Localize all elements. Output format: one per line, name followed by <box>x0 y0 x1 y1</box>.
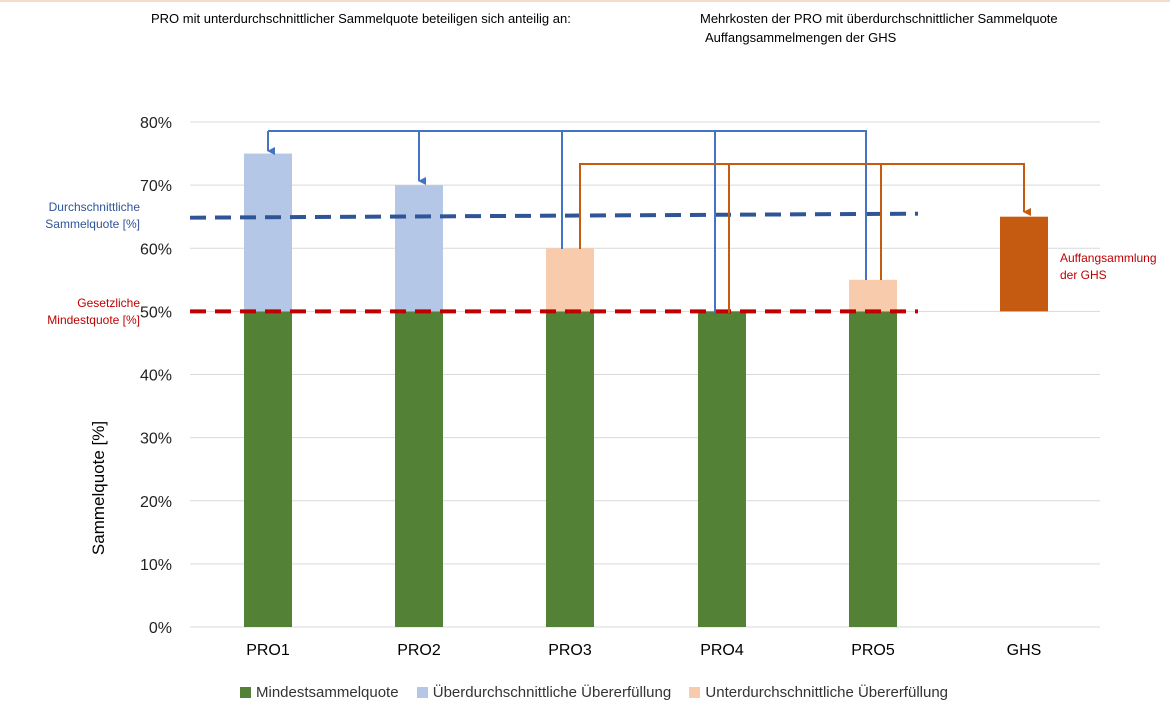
y-tick-label-40: 40% <box>140 368 172 385</box>
y-tick-label-60: 60% <box>140 241 172 258</box>
top-border <box>0 0 1170 2</box>
annotation-average-line1: Durchschnittliche <box>49 200 141 214</box>
legend-item-below: Unterdurchschnittliche Übererfüllung <box>689 684 948 701</box>
y-tick-label-30: 30% <box>140 431 172 448</box>
bar-ghs-ghs <box>1000 216 1048 312</box>
bar-pro1-min <box>244 311 292 627</box>
annotation-ghs-line1: Auffangsammlung <box>1060 251 1157 265</box>
header-left-text: PRO mit unterdurchschnittlicher Sammelqu… <box>151 11 571 26</box>
y-axis-label: Sammelquote [%] <box>89 421 108 555</box>
connector-blue-arrow-pro1 <box>268 130 562 151</box>
x-tick-label-pro1: PRO1 <box>246 642 290 659</box>
y-tick-label-10: 10% <box>140 557 172 574</box>
legend-swatch-below <box>689 687 701 698</box>
x-tick-label-pro5: PRO5 <box>851 642 895 659</box>
x-tick-label-pro4: PRO4 <box>700 642 744 659</box>
bar-pro5-min <box>849 311 897 627</box>
y-tick-label-50: 50% <box>140 304 172 321</box>
y-tick-label-0: 0% <box>149 620 172 637</box>
connector-orange-arrow-ghs <box>579 163 1031 249</box>
legend-swatch-above <box>416 687 428 698</box>
y-tick-label-20: 20% <box>140 494 172 511</box>
legend: Mindestsammelquote Überdurchschnittliche… <box>240 684 962 701</box>
bar-pro2-min <box>395 311 443 627</box>
annotation-average-line2: Sammelquote [%] <box>45 217 140 231</box>
annotation-minimum-line2: Mindestquote [%] <box>47 313 140 327</box>
bar-pro1-above <box>244 153 292 312</box>
header-right-line2: Auffangsammelmengen der GHS <box>705 30 897 45</box>
bar-pro3-min <box>546 311 594 627</box>
legend-label-below: Unterdurchschnittliche Übererfüllung <box>705 684 949 701</box>
legend-label-min: Mindestsammelquote <box>256 684 399 701</box>
y-tick-label-80: 80% <box>140 115 172 132</box>
legend-item-above: Überdurchschnittliche Übererfüllung <box>416 684 672 701</box>
bar-pro4-min <box>698 311 746 627</box>
average-quota-line <box>189 211 919 220</box>
header-right-line1: Mehrkosten der PRO mit überdurchschnittl… <box>700 11 1058 26</box>
x-tick-label-pro2: PRO2 <box>397 642 441 659</box>
legend-label-above: Überdurchschnittliche Übererfüllung <box>432 684 672 701</box>
y-tick-label-70: 70% <box>140 178 172 195</box>
annotation-ghs-line2: der GHS <box>1060 268 1107 282</box>
annotation-minimum-line1: Gesetzliche <box>77 296 140 310</box>
bar-pro3-below <box>546 248 594 312</box>
legend-item-min: Mindestsammelquote <box>240 684 399 701</box>
bar-pro5-below <box>849 279 897 312</box>
x-tick-label-ghs: GHS <box>1007 642 1042 659</box>
x-tick-label-pro3: PRO3 <box>548 642 592 659</box>
bar-pro2-above <box>395 185 443 312</box>
legend-swatch-min <box>240 687 251 698</box>
